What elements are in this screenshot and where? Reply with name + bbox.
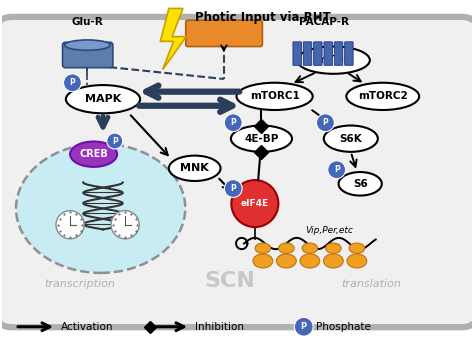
FancyBboxPatch shape xyxy=(324,42,332,65)
Text: P: P xyxy=(230,118,236,127)
Text: translation: translation xyxy=(341,280,401,290)
Text: MNK: MNK xyxy=(180,163,209,173)
FancyBboxPatch shape xyxy=(63,42,113,68)
Ellipse shape xyxy=(66,85,140,113)
FancyBboxPatch shape xyxy=(303,42,312,65)
Text: P: P xyxy=(334,165,339,174)
Text: PACAP-R: PACAP-R xyxy=(299,17,349,27)
Text: MAPK: MAPK xyxy=(85,94,121,104)
Text: P: P xyxy=(322,118,328,127)
Circle shape xyxy=(224,180,242,198)
Ellipse shape xyxy=(279,243,294,253)
Ellipse shape xyxy=(70,142,117,167)
Ellipse shape xyxy=(300,254,320,268)
Circle shape xyxy=(317,114,334,131)
Ellipse shape xyxy=(237,83,313,110)
Text: Phosphate: Phosphate xyxy=(316,322,371,332)
Text: transcription: transcription xyxy=(44,280,115,290)
Text: P: P xyxy=(230,184,236,193)
Circle shape xyxy=(107,133,123,149)
Text: mTORC2: mTORC2 xyxy=(358,91,408,101)
Circle shape xyxy=(56,211,84,239)
FancyBboxPatch shape xyxy=(345,42,353,65)
Text: Vip,Per,etc: Vip,Per,etc xyxy=(305,226,353,235)
FancyBboxPatch shape xyxy=(186,20,263,46)
FancyBboxPatch shape xyxy=(293,42,301,65)
Circle shape xyxy=(64,74,82,92)
Ellipse shape xyxy=(346,83,419,110)
Ellipse shape xyxy=(324,254,343,268)
Text: P: P xyxy=(112,137,118,146)
Text: P: P xyxy=(70,78,75,87)
FancyBboxPatch shape xyxy=(314,42,322,65)
Ellipse shape xyxy=(302,243,318,253)
Ellipse shape xyxy=(16,144,185,273)
Circle shape xyxy=(111,211,139,239)
Ellipse shape xyxy=(326,243,341,253)
Ellipse shape xyxy=(297,46,370,74)
Circle shape xyxy=(328,161,346,179)
FancyBboxPatch shape xyxy=(334,42,343,65)
Ellipse shape xyxy=(347,254,367,268)
Text: Glu-R: Glu-R xyxy=(72,17,103,27)
Ellipse shape xyxy=(64,40,110,50)
Circle shape xyxy=(231,180,278,227)
Text: SCN: SCN xyxy=(204,271,255,291)
Text: Inhibition: Inhibition xyxy=(195,322,244,332)
Ellipse shape xyxy=(324,126,378,152)
Text: CREB: CREB xyxy=(79,149,108,159)
Text: eIF4E: eIF4E xyxy=(241,199,269,208)
Circle shape xyxy=(224,114,242,131)
Ellipse shape xyxy=(169,156,220,181)
FancyBboxPatch shape xyxy=(0,17,474,327)
Text: Activation: Activation xyxy=(61,322,113,332)
Text: Photic Input via RHT: Photic Input via RHT xyxy=(195,11,330,24)
Ellipse shape xyxy=(349,243,365,253)
Ellipse shape xyxy=(255,243,271,253)
Text: S6K: S6K xyxy=(339,134,362,144)
Text: mTORC1: mTORC1 xyxy=(250,91,300,101)
Text: P: P xyxy=(301,322,307,331)
Text: S6: S6 xyxy=(353,179,367,189)
Ellipse shape xyxy=(231,126,292,152)
Ellipse shape xyxy=(276,254,296,268)
Polygon shape xyxy=(160,8,186,70)
Ellipse shape xyxy=(338,172,382,195)
Circle shape xyxy=(294,317,313,336)
Text: mTOR: mTOR xyxy=(315,55,352,65)
Text: 4E-BP: 4E-BP xyxy=(244,134,279,144)
Ellipse shape xyxy=(253,254,273,268)
